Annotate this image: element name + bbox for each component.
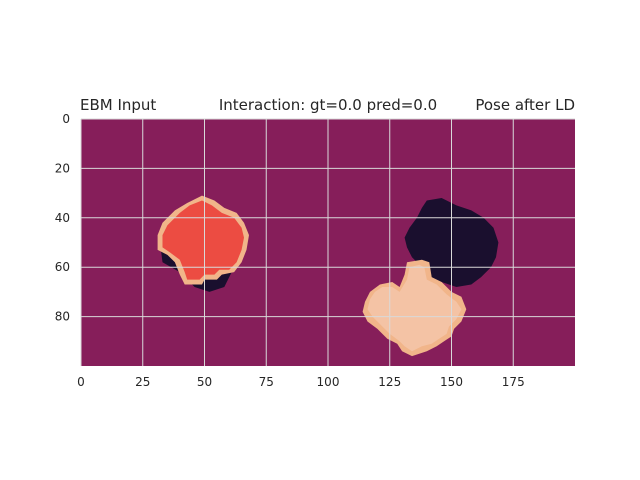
heatmap-region-right-ligand: [367, 264, 462, 352]
y-tick-label: 20: [55, 161, 70, 175]
x-tick-label: 50: [197, 375, 212, 389]
y-axis: 0 20 40 60 80: [55, 112, 70, 324]
x-tick-label: 125: [378, 375, 401, 389]
y-tick-label: 80: [55, 310, 70, 324]
x-tick-label: 150: [440, 375, 463, 389]
x-tick-label: 0: [77, 375, 85, 389]
y-tick-label: 0: [62, 112, 70, 126]
heatmap-region-left-ligand: [162, 200, 244, 280]
title-right: Pose after LD: [475, 96, 575, 114]
x-axis: 0 25 50 75 100 125 150 175: [77, 375, 525, 389]
chart-title: Interaction: gt=0.0 pred=0.0: [219, 96, 437, 114]
x-tick-label: 100: [317, 375, 340, 389]
x-tick-label: 75: [259, 375, 274, 389]
y-tick-label: 40: [55, 211, 70, 225]
y-tick-label: 60: [55, 260, 70, 274]
plot-area: [80, 118, 575, 366]
x-tick-label: 25: [135, 375, 150, 389]
x-tick-label: 175: [502, 375, 525, 389]
title-left: EBM Input: [80, 96, 156, 114]
grid: [80, 118, 575, 366]
